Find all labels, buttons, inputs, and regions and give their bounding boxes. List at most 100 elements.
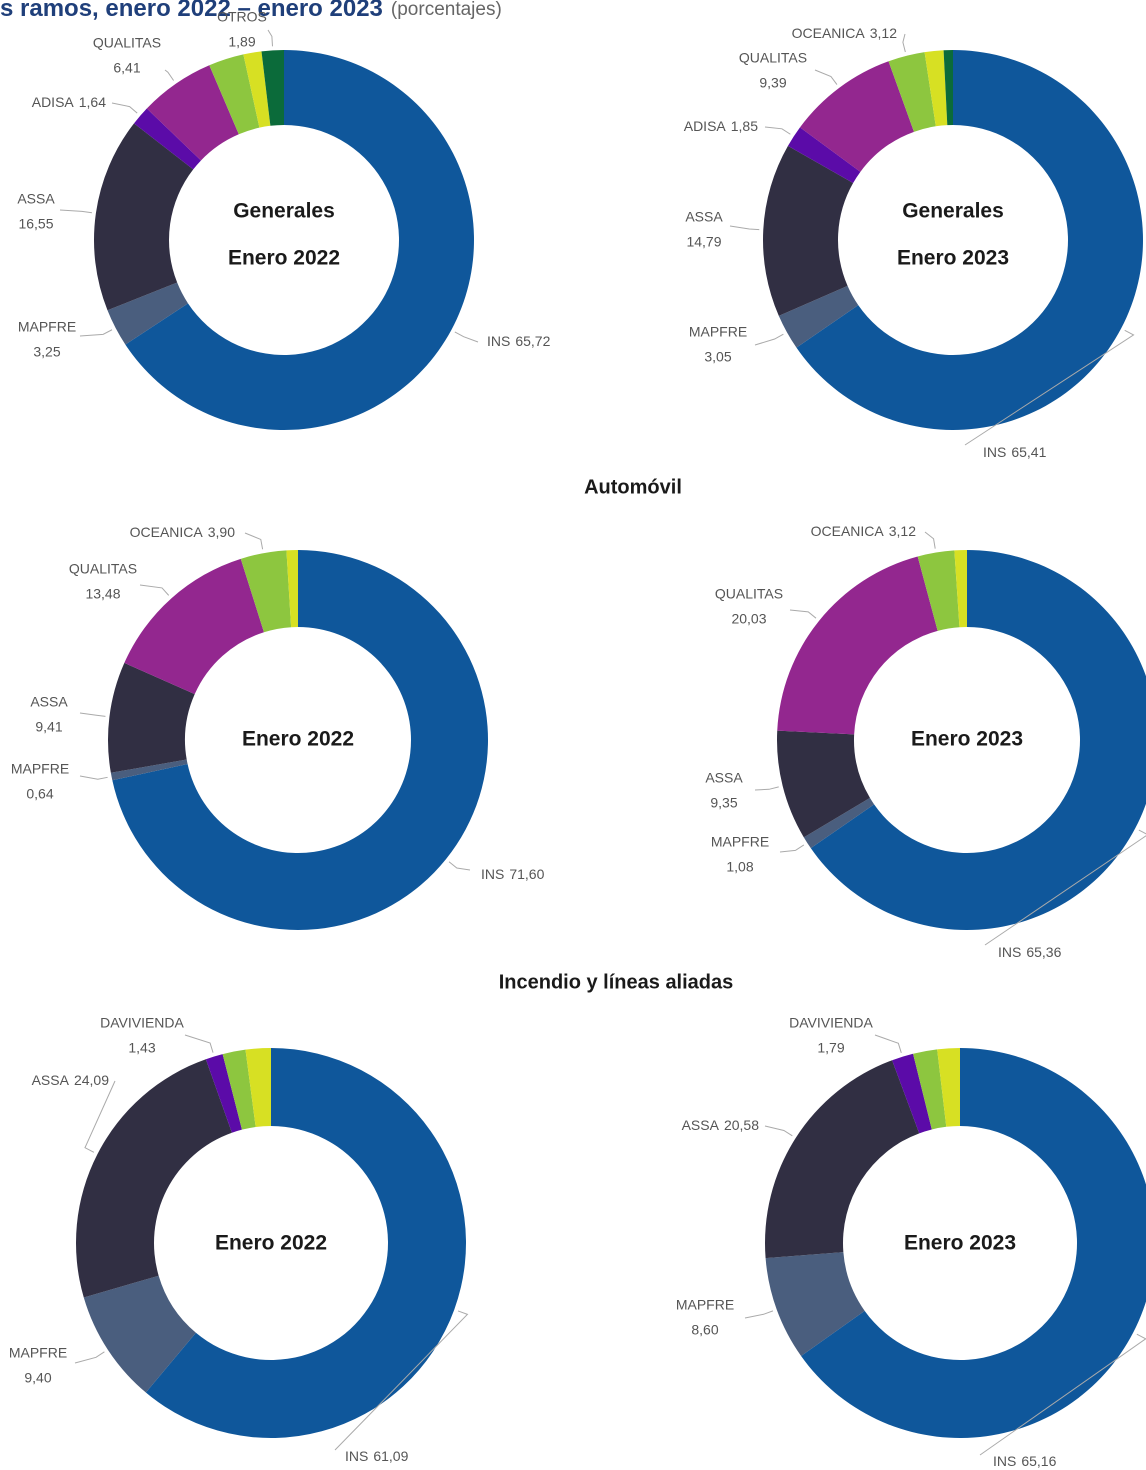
slice-label: INS 71,60: [481, 866, 545, 882]
donut-slice: [243, 51, 271, 128]
donut-slice: [801, 1048, 1146, 1438]
donut-slice: [803, 797, 875, 849]
leader-line: [984, 829, 1146, 946]
slice-value-label: 3,05: [704, 349, 731, 365]
donut-slice: [778, 285, 859, 348]
donut-chart: INS 61,09 MAPFRE 9,40 ASSA 24,09 DAVIVIENDA 1,4…: [9, 1015, 469, 1464]
slice-name: OCEANICA: [811, 523, 885, 539]
donut-chart: INS 65,72 MAPFRE 3,25 ASSA 16,55 ADISA 1,64 QUAL…: [17, 9, 551, 430]
slice-value-label: 3,25: [33, 344, 60, 360]
slice-value-label: 65,41: [1011, 444, 1046, 460]
center-label: Generales: [233, 200, 335, 223]
leader-line: [334, 1310, 469, 1451]
center-label: Enero 2023: [897, 247, 1009, 270]
slice-label: ASSA 20,58: [682, 1117, 760, 1133]
leader-line: [874, 1034, 902, 1053]
leader-line: [454, 331, 479, 343]
donut-slice: [888, 52, 936, 132]
slice-label: QUALITAS: [93, 35, 161, 51]
slice-label: ADISA 1,85: [684, 118, 758, 134]
slice-value-label: 1,64: [79, 94, 106, 110]
leader-line: [754, 333, 784, 346]
center-label: Generales: [902, 200, 1004, 223]
slice-label: QUALITAS: [69, 561, 137, 577]
center-label: Enero 2023: [911, 728, 1023, 751]
donut-slice: [924, 50, 948, 127]
slice-label: QUALITAS: [715, 586, 783, 602]
center-label: Enero 2022: [215, 1232, 327, 1255]
donut-slice: [240, 550, 292, 633]
donut-slice: [124, 558, 264, 695]
slice-value-label: 65,36: [1026, 944, 1061, 960]
donut-slice: [107, 282, 189, 345]
leader-line: [964, 329, 1135, 446]
leader-line: [729, 225, 760, 231]
slice-name: INS: [481, 866, 504, 882]
donut-slice: [777, 556, 938, 735]
donut-chart: INS 71,60 MAPFRE 0,64 ASSA 9,41 QUALITAS 13,48 O…: [11, 524, 545, 930]
center-label: Enero 2023: [904, 1232, 1016, 1255]
slice-name: ASSA: [32, 1072, 70, 1088]
slice-name: INS: [983, 444, 1006, 460]
slice-label: INS 65,41: [983, 444, 1047, 460]
donut-slice: [134, 108, 201, 170]
slice-name: ADISA: [684, 118, 727, 134]
slice-label: ASSA: [685, 209, 723, 225]
slice-label: OCEANICA 3,90: [130, 524, 236, 540]
slice-label: INS 65,36: [998, 944, 1062, 960]
slice-value-label: 1,89: [228, 34, 255, 50]
leader-line: [448, 861, 471, 871]
section-title: Automóvil: [584, 476, 682, 498]
leader-line: [244, 532, 264, 550]
slice-value-label: 9,40: [24, 1370, 51, 1386]
slice-value-label: 3,90: [208, 524, 235, 540]
slice-name: ADISA: [32, 94, 75, 110]
slice-value-label: 13,48: [85, 586, 120, 602]
leader-line: [139, 584, 170, 596]
donut-slice: [892, 1053, 932, 1134]
slice-name: INS: [998, 944, 1021, 960]
slice-value-label: 8,60: [691, 1322, 718, 1338]
slice-value-label: 3,12: [889, 523, 916, 539]
slice-label: MAPFRE: [18, 319, 76, 335]
leader-line: [779, 844, 805, 853]
slice-name: INS: [993, 1453, 1016, 1469]
donut-chart: INS 65,36 MAPFRE 1,08 ASSA 9,35 QUALITAS 20,03 O…: [705, 523, 1146, 960]
donut-slice: [765, 1252, 865, 1357]
slice-label: OCEANICA 3,12: [811, 523, 917, 539]
slice-label: INS 61,09: [345, 1448, 409, 1464]
leader-line: [79, 712, 106, 717]
donut-slice: [913, 1049, 947, 1130]
donut-slice: [765, 1060, 920, 1259]
slice-value-label: 9,39: [759, 75, 786, 91]
slice-label: ADISA 1,64: [32, 94, 106, 110]
donut-slice: [917, 550, 960, 631]
slice-label: INS 65,72: [487, 333, 551, 349]
slice-name: INS: [487, 333, 510, 349]
slice-label: MAPFRE: [711, 834, 769, 850]
slice-label: ASSA: [30, 694, 68, 710]
slice-label: MAPFRE: [689, 324, 747, 340]
leader-line: [79, 329, 113, 337]
donut-slice: [110, 759, 188, 781]
donut-slice: [125, 50, 474, 430]
slice-label: DAVIVIENDA: [789, 1015, 873, 1031]
slice-label: MAPFRE: [676, 1297, 734, 1313]
slice-value-label: 61,09: [373, 1448, 408, 1464]
donut-slice: [209, 54, 260, 135]
leader-line: [754, 786, 779, 791]
slice-value-label: 1,79: [817, 1040, 844, 1056]
leader-line: [184, 1034, 214, 1053]
slice-value-label: 24,09: [74, 1072, 109, 1088]
slice-value-label: 9,41: [35, 719, 62, 735]
donut-slice: [222, 1049, 256, 1130]
slice-value-label: 9,35: [710, 795, 737, 811]
donut-chart: INS 65,41 MAPFRE 3,05 ASSA 14,79 ADISA 1,85 QUAL…: [684, 25, 1143, 460]
slice-label: MAPFRE: [11, 761, 69, 777]
donut-slice: [83, 1275, 196, 1393]
slice-value-label: 65,72: [515, 333, 550, 349]
donut-slice: [286, 550, 298, 628]
leader-line: [164, 69, 175, 81]
page-title-text: s ramos, enero 2022 – enero 2023: [0, 0, 383, 22]
slice-label: QUALITAS: [739, 50, 807, 66]
